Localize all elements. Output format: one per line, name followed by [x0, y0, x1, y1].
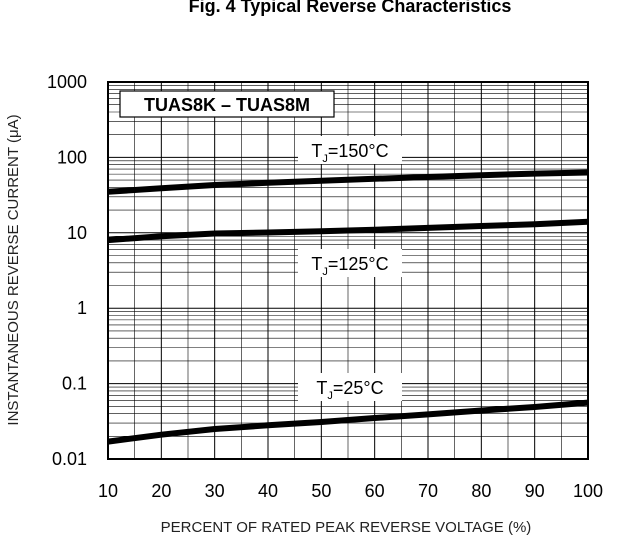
y-tick-label: 1 — [77, 298, 87, 318]
x-tick-label: 20 — [151, 481, 171, 501]
x-axis-title: PERCENT OF RATED PEAK REVERSE VOLTAGE (%… — [161, 519, 532, 536]
series-label-bg — [298, 373, 402, 401]
series-line — [107, 399, 589, 445]
series-line — [107, 218, 589, 244]
y-tick-labels: 0.01 0.1 1 10 100 1000 — [47, 72, 87, 469]
y-axis-title: INSTANTANEOUS REVERSE CURRENT (μA) — [5, 114, 22, 425]
x-tick-label: 50 — [311, 481, 331, 501]
x-tick-label: 70 — [418, 481, 438, 501]
x-tick-label: 60 — [365, 481, 385, 501]
y-tick-label: 10 — [67, 223, 87, 243]
series-label: TJ=25°C — [316, 378, 383, 402]
x-tick-label: 100 — [573, 481, 603, 501]
x-tick-label: 40 — [258, 481, 278, 501]
curves — [107, 169, 589, 445]
x-tick-label: 80 — [471, 481, 491, 501]
plot-frame — [107, 81, 589, 460]
chart-title: Fig. 4 Typical Reverse Characteristics — [189, 0, 512, 16]
series-label: TJ=150°C — [311, 141, 388, 165]
series-labels: TJ=150°C TJ=125°C TJ=25°C — [298, 136, 402, 402]
model-label-box — [119, 90, 335, 118]
series-label-bg — [298, 136, 402, 164]
x-tick-label: 10 — [98, 481, 118, 501]
series-line — [107, 169, 589, 195]
x-tick-label: 30 — [205, 481, 225, 501]
model-label: TUAS8K – TUAS8M — [144, 95, 310, 115]
y-tick-label: 100 — [57, 147, 87, 167]
x-tick-label: 90 — [525, 481, 545, 501]
y-tick-label: 0.1 — [62, 374, 87, 394]
y-tick-label: 1000 — [47, 72, 87, 92]
x-tick-labels: 10 20 30 40 50 60 70 80 90 100 — [98, 481, 603, 501]
series-label: TJ=125°C — [311, 254, 388, 278]
y-tick-label: 0.01 — [52, 449, 87, 469]
series-label-bg — [298, 249, 402, 277]
